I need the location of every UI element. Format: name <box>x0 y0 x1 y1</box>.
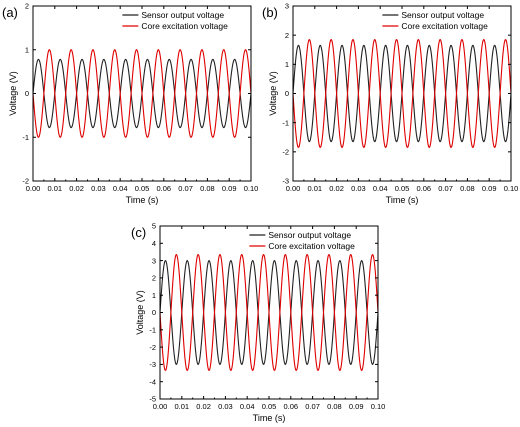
x-tick-label: 0.10 <box>371 402 386 411</box>
x-tick-label: 0.08 <box>200 184 215 193</box>
x-tick-label: 0.04 <box>113 184 128 193</box>
x-tick-label: 0.02 <box>196 402 211 411</box>
x-tick-label: 0.03 <box>91 184 106 193</box>
x-tick-label: 0.06 <box>156 184 171 193</box>
y-tick-label: 0 <box>285 89 289 98</box>
y-tick-label: 1 <box>285 60 289 69</box>
chart-panel-1: (a) 0.00 0.01 0.02 0.03 0.04 0.05 0.06 0.07 0.08 0… <box>2 2 258 205</box>
y-tick-label: -3 <box>282 177 289 186</box>
x-tick-label: 0.00 <box>153 402 168 411</box>
x-tick-label: 0.02 <box>69 184 84 193</box>
y-tick-label: -3 <box>149 360 156 369</box>
x-tick-label: 0.07 <box>438 184 453 193</box>
y-tick-label: -4 <box>149 377 156 386</box>
y-tick-label: 5 <box>152 222 156 231</box>
y-tick-label: -2 <box>282 148 289 157</box>
x-tick-label: 0.07 <box>178 184 193 193</box>
panel-label: (b) <box>262 5 278 20</box>
y-tick-label: 3 <box>285 2 289 11</box>
chart-panel-2: (b) 0.00 0.01 0.02 0.03 0.04 0.05 0.06 0.07 0.08 0… <box>262 2 518 205</box>
x-axis-title: Time (s) <box>386 195 419 205</box>
legend-label: Core excitation voltage <box>268 241 355 251</box>
x-tick-label: 0.05 <box>395 184 410 193</box>
x-tick-label: 0.03 <box>218 402 233 411</box>
y-tick-label: -5 <box>149 395 156 404</box>
x-tick-label: 0.03 <box>351 184 366 193</box>
x-tick-label: 0.08 <box>327 402 342 411</box>
x-tick-label: 0.06 <box>416 184 431 193</box>
y-tick-label: 0 <box>25 89 29 98</box>
x-tick-label: 0.04 <box>373 184 388 193</box>
y-tick-label: 0 <box>152 308 156 317</box>
x-tick-label: 0.01 <box>174 402 189 411</box>
y-tick-label: 2 <box>285 31 289 40</box>
y-tick-label: 4 <box>152 239 156 248</box>
x-axis-title: Time (s) <box>253 413 286 423</box>
x-axis-title: Time (s) <box>126 195 159 205</box>
y-tick-label: 2 <box>152 274 156 283</box>
x-tick-label: 0.10 <box>244 184 259 193</box>
x-tick-label: 0.05 <box>262 402 277 411</box>
series-line-core-excitation <box>33 49 251 138</box>
panel-label: (a) <box>2 5 18 20</box>
y-tick-label: -1 <box>149 326 156 335</box>
x-tick-label: 0.10 <box>504 184 519 193</box>
legend-label: Sensor output voltage <box>141 10 224 20</box>
x-tick-label: 0.07 <box>305 402 320 411</box>
legend-label: Core excitation voltage <box>401 21 488 31</box>
y-tick-label: -1 <box>22 133 29 142</box>
x-tick-label: 0.08 <box>460 184 475 193</box>
legend-label: Sensor output voltage <box>401 10 484 20</box>
y-tick-label: 1 <box>25 45 29 54</box>
x-tick-label: 0.01 <box>307 184 322 193</box>
x-tick-label: 0.00 <box>26 184 41 193</box>
x-tick-label: 0.05 <box>135 184 150 193</box>
x-tick-label: 0.02 <box>329 184 344 193</box>
y-tick-label: 3 <box>152 256 156 265</box>
panel-label: (c) <box>131 225 146 240</box>
y-tick-label: -1 <box>282 118 289 127</box>
x-tick-label: 0.00 <box>286 184 301 193</box>
y-axis-title: Voltage (V) <box>8 71 18 116</box>
x-tick-label: 0.04 <box>240 402 255 411</box>
x-tick-label: 0.09 <box>349 402 364 411</box>
y-tick-label: -2 <box>22 177 29 186</box>
legend-label: Sensor output voltage <box>268 230 351 240</box>
x-tick-label: 0.01 <box>47 184 62 193</box>
series-line-core-excitation <box>160 254 378 371</box>
series-line-core-excitation <box>293 39 511 148</box>
legend-label: Core excitation voltage <box>141 21 228 31</box>
y-axis-title: Voltage (V) <box>268 71 278 116</box>
x-tick-label: 0.09 <box>482 184 497 193</box>
y-tick-label: 1 <box>152 291 156 300</box>
y-axis-title: Voltage (V) <box>135 290 145 335</box>
y-tick-label: -2 <box>149 343 156 352</box>
y-tick-label: 2 <box>25 2 29 11</box>
chart-panel-3: (c) 0.00 0.01 0.02 0.03 0.04 0.05 0.06 0.07 0.08 0… <box>131 222 385 423</box>
x-tick-label: 0.09 <box>222 184 237 193</box>
x-tick-label: 0.06 <box>283 402 298 411</box>
